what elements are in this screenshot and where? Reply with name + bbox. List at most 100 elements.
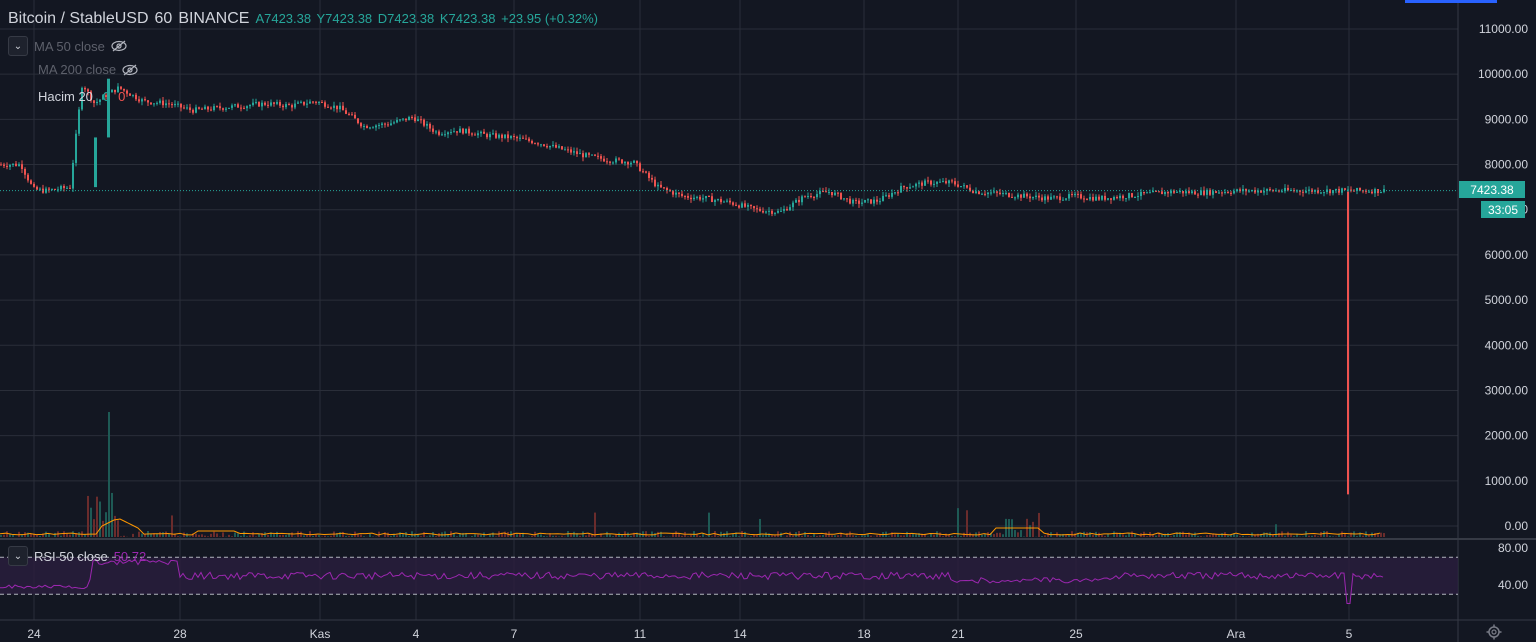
volume-bar (900, 535, 902, 537)
candle-body (726, 200, 728, 202)
candle-body (1224, 191, 1226, 193)
volume-bar (1377, 533, 1379, 537)
candle-body (1083, 198, 1085, 200)
pump-candle (107, 78, 110, 138)
candle-body (789, 207, 791, 211)
symbol-name[interactable]: Bitcoin / StableUSD (8, 10, 149, 27)
candle-body (540, 144, 542, 146)
candle-body (168, 103, 170, 105)
candle-body (825, 191, 827, 193)
candle-body (57, 189, 59, 191)
volume-bar (807, 534, 809, 537)
volume-bar (636, 532, 638, 537)
volume-bar (543, 535, 545, 537)
volume-bar (1263, 532, 1265, 537)
candle-body (951, 180, 953, 182)
candle-body (759, 208, 761, 211)
volume-bar (153, 533, 155, 537)
candle-body (333, 105, 335, 108)
volume-bar (981, 534, 983, 537)
candle-body (690, 197, 692, 200)
volume-bar (1182, 531, 1184, 537)
candle-body (96, 101, 98, 104)
candle-body (1053, 196, 1055, 198)
volume-bar (105, 512, 107, 537)
volume-bar (585, 535, 587, 537)
candle-body (264, 102, 266, 105)
candle-body (1098, 196, 1100, 200)
candle-body (699, 196, 701, 200)
time-axis: 24 28 Kas 4 7 11 14 18 21 25 Ara 5 (27, 627, 1352, 641)
candle-body (1170, 190, 1172, 194)
candle-body (144, 99, 146, 101)
candle-body (315, 101, 317, 103)
candles (0, 78, 1385, 495)
candle-body (849, 198, 851, 204)
volume-bar (156, 533, 158, 537)
candle-body (6, 165, 8, 167)
candle-body (1119, 195, 1121, 199)
candle-body (447, 132, 449, 135)
candle-body (1197, 194, 1199, 196)
candle-body (630, 162, 632, 165)
volume-bar (1212, 533, 1214, 537)
candle-body (51, 188, 53, 190)
volume-bar (768, 533, 770, 537)
candle-body (912, 186, 914, 188)
candle-body (738, 205, 740, 208)
volume-bar (351, 535, 353, 537)
eye-off-icon[interactable] (111, 40, 127, 52)
candle-body (714, 200, 716, 202)
legend-ma50[interactable]: ⌄ MA 50 close (8, 36, 127, 56)
volume-bar (1185, 534, 1187, 537)
candle-body (882, 195, 884, 202)
volume-bar (1059, 534, 1061, 537)
candle-body (648, 172, 650, 178)
candle-body (141, 99, 143, 102)
legend-ma200[interactable]: MA 200 close (38, 62, 138, 77)
volume-bar (999, 532, 1001, 537)
price-tick-label: 10000.00 (1478, 67, 1528, 81)
chevron-down-icon[interactable]: ⌄ (8, 36, 28, 56)
volume-bar (132, 533, 134, 537)
volume-bar (231, 536, 233, 537)
candle-body (1371, 191, 1373, 194)
volume-bar (1164, 533, 1166, 537)
candle-body (654, 179, 656, 187)
price-tick-label: 1000.00 (1485, 474, 1529, 488)
interval[interactable]: 60 (154, 10, 173, 27)
candle-body (162, 100, 164, 106)
volume-bar (246, 536, 248, 537)
volume-bar (699, 535, 701, 537)
volume-bar (1221, 533, 1223, 537)
volume-bar (408, 536, 410, 537)
volume-bar (150, 533, 152, 537)
volume-bar (798, 531, 800, 537)
legend-rsi[interactable]: ⌄ RSI 50 close 50.72 (8, 546, 146, 566)
gear-icon[interactable] (1486, 624, 1502, 640)
volume-bar (1047, 532, 1049, 537)
chevron-down-icon[interactable]: ⌄ (8, 546, 28, 566)
volume-bar (174, 533, 176, 537)
candle-body (1161, 191, 1163, 195)
volume-bar (324, 535, 326, 537)
candle-body (498, 134, 500, 138)
volume-bar (1032, 521, 1034, 537)
eye-off-icon[interactable] (122, 64, 138, 76)
last-price-tag: 7423.38 (1459, 181, 1525, 198)
candle-body (993, 191, 995, 193)
candle-body (942, 181, 944, 183)
volume-bar (33, 533, 35, 537)
candle-body (102, 95, 104, 100)
candle-body (1071, 194, 1073, 196)
candle-body (519, 137, 521, 139)
volume-bar (1350, 532, 1352, 537)
candle-body (765, 211, 767, 213)
legend-volume[interactable]: Hacim 20 0 0 (38, 89, 125, 104)
volume-bar (162, 532, 164, 537)
volume-bar (456, 536, 458, 537)
volume-bar (477, 534, 479, 537)
candle-body (561, 146, 563, 150)
candle-body (1062, 199, 1064, 201)
